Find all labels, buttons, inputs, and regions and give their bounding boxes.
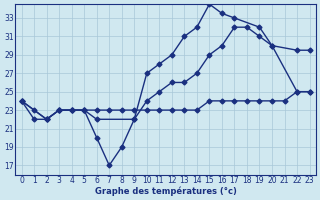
X-axis label: Graphe des températures (°c): Graphe des températures (°c) [95, 186, 236, 196]
